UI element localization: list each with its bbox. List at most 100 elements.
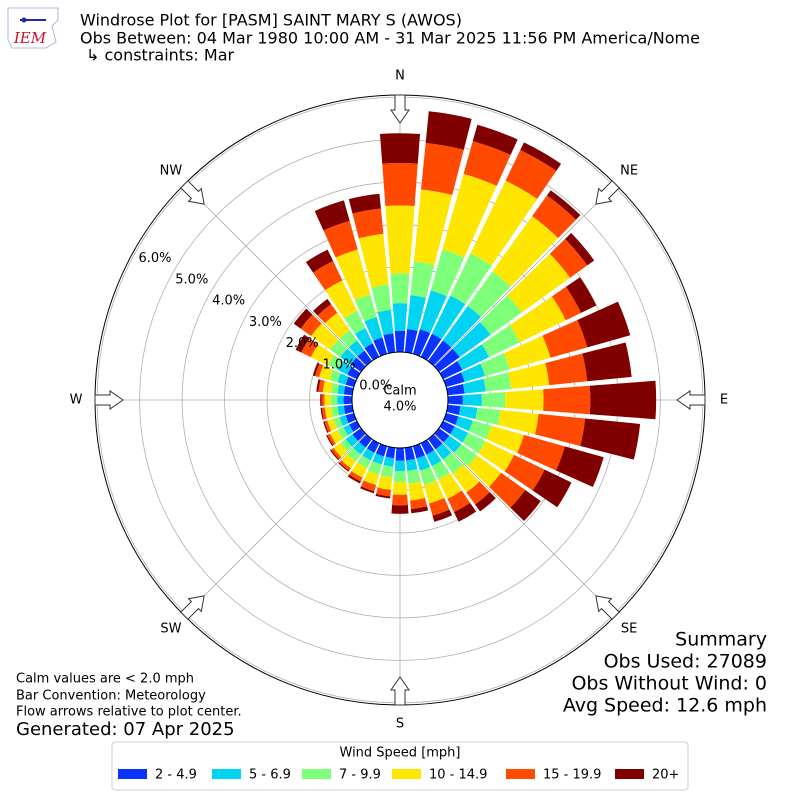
bar-segment [322, 380, 333, 394]
bar-segment [457, 344, 490, 370]
bar-segment [375, 443, 388, 457]
bar-segment [545, 353, 588, 386]
bar-segment [357, 455, 371, 469]
bar-segment [479, 295, 522, 335]
bar-segment [432, 509, 453, 522]
bar-segment [340, 439, 352, 452]
bar-segment [466, 481, 490, 505]
bar-segment [483, 372, 512, 392]
r-tick-label: 3.0% [249, 315, 282, 330]
bar-segment [325, 280, 358, 319]
bar-segment [321, 394, 325, 406]
bar-segment [347, 366, 361, 380]
bar-segment [352, 428, 366, 441]
bar-segment [376, 487, 392, 497]
bar-segment [419, 466, 437, 486]
bar-segment [443, 372, 465, 388]
bar-segment [364, 316, 383, 341]
bar-segment [345, 412, 357, 424]
bar-segment [354, 328, 373, 349]
bar-segment [371, 284, 392, 313]
bar-segment [391, 505, 409, 514]
bar-segment [492, 216, 559, 287]
bar-segment [455, 416, 473, 432]
bar-segment [452, 464, 480, 493]
bar-segment [352, 208, 384, 239]
bar-segment [434, 428, 450, 443]
legend-label: 7 - 9.9 [339, 768, 381, 783]
bar-segment [467, 271, 511, 318]
bar-segment [416, 455, 431, 471]
bar-segment [316, 379, 321, 392]
compass-arrow [390, 676, 410, 706]
r-tick-label: 6.0% [139, 251, 172, 266]
bar-segment [520, 142, 562, 171]
bar-segment [373, 337, 388, 357]
bar-segment [390, 273, 410, 304]
bar-segment [320, 394, 322, 406]
r-tick-label: 5.0% [175, 272, 208, 287]
compass-label: NW [160, 163, 183, 178]
bar-segment [551, 286, 582, 321]
bar-segment [508, 362, 550, 389]
logo-dot [21, 17, 27, 23]
bar-segment [312, 362, 320, 377]
bar-segment [532, 195, 576, 238]
legend-box [111, 741, 689, 791]
compass-arrow [180, 595, 205, 620]
bar-segment [321, 407, 327, 420]
bar-segment [345, 376, 357, 388]
bar-segment [364, 343, 380, 361]
note: Flow arrows relative to plot center. [16, 705, 242, 720]
bar-segment [331, 447, 342, 460]
bar-segment [412, 329, 431, 357]
bar-segment [428, 434, 443, 450]
bar-segment [326, 435, 334, 447]
note: Calm values are < 2.0 mph [16, 672, 194, 687]
bar-segment [377, 475, 393, 491]
r-tick-label: 1.0% [322, 357, 355, 372]
bar-segment [366, 439, 380, 453]
bar-segment [447, 395, 463, 405]
bar-segment [359, 434, 372, 448]
bar-segment [392, 494, 408, 506]
legend-label: 20+ [652, 768, 679, 783]
calm-circle [351, 351, 449, 449]
bar-segment [343, 424, 354, 436]
bar-segment [430, 249, 465, 297]
bar-segment [301, 338, 319, 358]
summary-line: Obs Without Wind: 0 [571, 673, 767, 695]
bar-segment [413, 189, 453, 265]
title: Windrose Plot for [PASM] SAINT MARY S (A… [80, 11, 462, 30]
calm-label: Calm [383, 384, 416, 399]
bar-segment [428, 340, 452, 366]
bar-segment [453, 502, 477, 522]
bar-segment [335, 249, 371, 301]
bar-segment [341, 454, 356, 469]
legend-swatch [392, 769, 421, 779]
bar-segment [535, 413, 586, 446]
legend-swatch [615, 769, 644, 779]
bar-segment [447, 490, 471, 513]
bar-segment [404, 446, 416, 461]
bar-segment [431, 460, 450, 480]
legend-swatch [118, 769, 147, 779]
spoke-grid-line [184, 433, 367, 616]
bar-segment [382, 162, 418, 206]
bar-segment [347, 448, 361, 462]
bar-segment [300, 314, 322, 337]
compass-label: N [395, 69, 405, 84]
legend-label: 15 - 19.9 [543, 768, 601, 783]
bar-segment [343, 395, 353, 405]
bar-segment [423, 480, 445, 504]
windrose-plot: Calm4.0%0.0%1.0%2.0%3.0%4.0%5.0%6.0%NNEE… [70, 69, 729, 732]
bar-segment [468, 420, 492, 439]
bar-segment [412, 443, 425, 459]
compass-arrow [676, 390, 706, 410]
bar-segment [532, 469, 572, 508]
bar-segment [324, 406, 333, 419]
bar-segment [408, 481, 425, 501]
note: Bar Convention: Meteorology [16, 689, 206, 704]
bar-segment [351, 462, 368, 478]
bar-segment [420, 439, 435, 455]
